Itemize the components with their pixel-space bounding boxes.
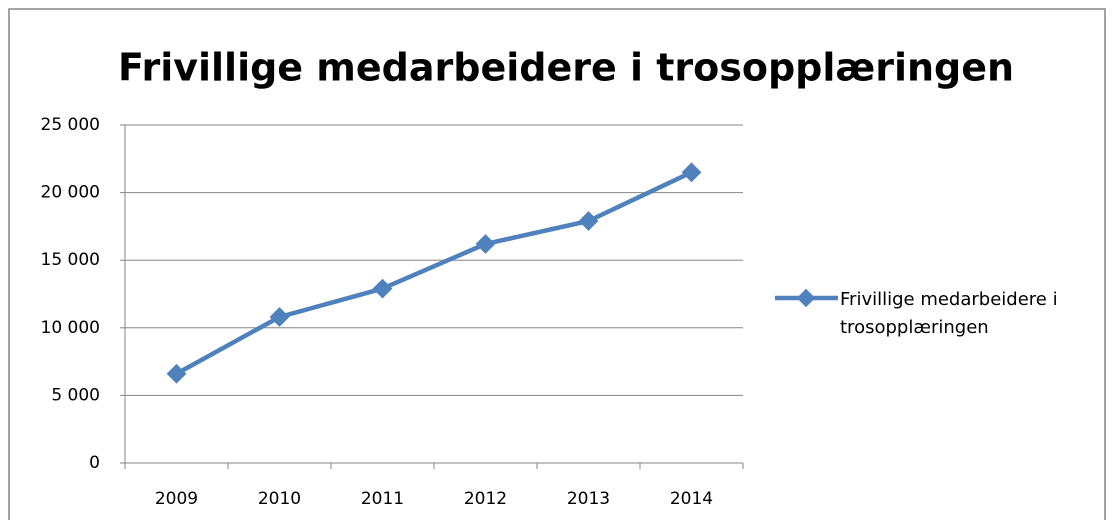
chart-border: [8, 8, 1106, 520]
x-tick-label: 2014: [670, 489, 713, 509]
y-tick-label: 25 000: [41, 115, 100, 135]
y-tick-label: 20 000: [41, 183, 100, 203]
y-tick-label: 15 000: [41, 250, 100, 270]
legend-label: Frivillige medarbeidere i trosopplæringe…: [840, 289, 1058, 338]
x-tick-label: 2011: [361, 489, 404, 509]
x-tick-label: 2009: [155, 489, 198, 509]
x-tick-label: 2013: [567, 489, 610, 509]
y-tick-label: 0: [89, 453, 100, 473]
y-tick-label: 10 000: [41, 318, 100, 338]
y-tick-label: 5 000: [51, 385, 100, 405]
marker: [372, 278, 393, 299]
x-tick-label: 2010: [258, 489, 301, 509]
legend-marker: [796, 288, 816, 308]
marker: [475, 234, 496, 254]
x-tick-label: 2012: [464, 489, 507, 509]
marker: [269, 307, 290, 327]
chart-title: Frivillige medarbeidere i trosopplæringe…: [118, 46, 1014, 90]
line: [175, 170, 693, 376]
marker: [166, 363, 187, 384]
